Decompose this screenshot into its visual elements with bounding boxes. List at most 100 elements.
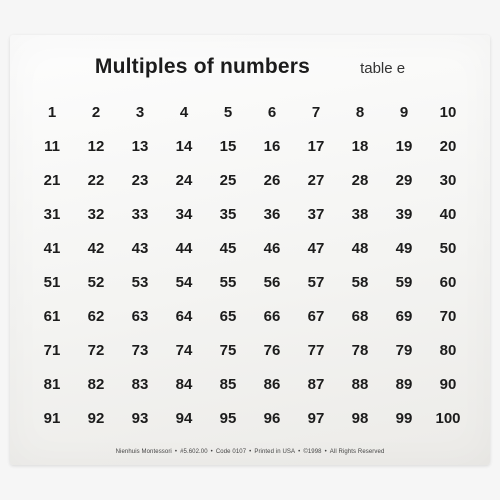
table-cell: 89 — [382, 376, 426, 393]
footer-part: ©1998 — [303, 449, 321, 455]
table-cell: 30 — [426, 172, 470, 189]
table-cell: 8 — [338, 104, 382, 121]
table-cell: 65 — [206, 308, 250, 325]
table-cell: 59 — [382, 274, 426, 291]
table-cell: 53 — [118, 274, 162, 291]
table-row: 81828384858687888990 — [30, 367, 470, 401]
table-cell: 27 — [294, 172, 338, 189]
table-cell: 38 — [338, 206, 382, 223]
table-row: 919293949596979899100 — [30, 401, 470, 435]
table-cell: 2 — [74, 104, 118, 121]
table-cell: 39 — [382, 206, 426, 223]
table-cell: 20 — [426, 138, 470, 155]
table-cell: 52 — [74, 274, 118, 291]
table-row: 31323334353637383940 — [30, 197, 470, 231]
table-cell: 1 — [30, 104, 74, 121]
table-cell: 35 — [206, 206, 250, 223]
footer-text: Nienhuis Montessori•#5.602.00•Code 0107•… — [30, 449, 470, 455]
table-cell: 82 — [74, 376, 118, 393]
table-cell: 91 — [30, 410, 74, 427]
table-cell: 10 — [426, 104, 470, 121]
footer-separator: • — [249, 449, 251, 455]
table-cell: 15 — [206, 138, 250, 155]
table-cell: 83 — [118, 376, 162, 393]
table-cell: 45 — [206, 240, 250, 257]
table-cell: 85 — [206, 376, 250, 393]
table-row: 51525354555657585960 — [30, 265, 470, 299]
table-cell: 80 — [426, 342, 470, 359]
footer-part: Nienhuis Montessori — [116, 449, 172, 455]
header: Multiples of numbers table e — [30, 55, 470, 79]
table-cell: 72 — [74, 342, 118, 359]
number-grid: 1234567891011121314151617181920212223242… — [30, 95, 470, 443]
page-title: Multiples of numbers — [95, 55, 310, 79]
table-cell: 4 — [162, 104, 206, 121]
table-cell: 41 — [30, 240, 74, 257]
table-cell: 57 — [294, 274, 338, 291]
table-cell: 99 — [382, 410, 426, 427]
table-cell: 31 — [30, 206, 74, 223]
table-cell: 98 — [338, 410, 382, 427]
table-cell: 79 — [382, 342, 426, 359]
table-cell: 40 — [426, 206, 470, 223]
table-cell: 19 — [382, 138, 426, 155]
table-cell: 47 — [294, 240, 338, 257]
table-row: 12345678910 — [30, 95, 470, 129]
table-cell: 7 — [294, 104, 338, 121]
table-cell: 94 — [162, 410, 206, 427]
table-row: 11121314151617181920 — [30, 129, 470, 163]
table-cell: 73 — [118, 342, 162, 359]
table-cell: 33 — [118, 206, 162, 223]
table-cell: 48 — [338, 240, 382, 257]
footer-part: Code 0107 — [216, 449, 246, 455]
table-row: 71727374757677787980 — [30, 333, 470, 367]
footer-separator: • — [211, 449, 213, 455]
table-cell: 77 — [294, 342, 338, 359]
table-cell: 26 — [250, 172, 294, 189]
footer-separator: • — [298, 449, 300, 455]
table-cell: 86 — [250, 376, 294, 393]
table-cell: 69 — [382, 308, 426, 325]
table-cell: 66 — [250, 308, 294, 325]
footer-separator: • — [175, 449, 177, 455]
table-cell: 100 — [426, 410, 470, 427]
table-cell: 55 — [206, 274, 250, 291]
table-cell: 71 — [30, 342, 74, 359]
table-cell: 44 — [162, 240, 206, 257]
table-cell: 88 — [338, 376, 382, 393]
table-cell: 24 — [162, 172, 206, 189]
footer-part: All Rights Reserved — [330, 449, 385, 455]
table-cell: 96 — [250, 410, 294, 427]
table-cell: 67 — [294, 308, 338, 325]
table-cell: 51 — [30, 274, 74, 291]
table-cell: 43 — [118, 240, 162, 257]
table-cell: 90 — [426, 376, 470, 393]
table-cell: 12 — [74, 138, 118, 155]
table-cell: 74 — [162, 342, 206, 359]
table-cell: 3 — [118, 104, 162, 121]
table-cell: 63 — [118, 308, 162, 325]
number-table-card: Multiples of numbers table e 12345678910… — [10, 35, 490, 465]
table-cell: 92 — [74, 410, 118, 427]
table-row: 21222324252627282930 — [30, 163, 470, 197]
table-cell: 28 — [338, 172, 382, 189]
footer-part: Printed in USA — [254, 449, 295, 455]
table-cell: 75 — [206, 342, 250, 359]
table-cell: 22 — [74, 172, 118, 189]
table-cell: 37 — [294, 206, 338, 223]
table-cell: 21 — [30, 172, 74, 189]
table-cell: 13 — [118, 138, 162, 155]
table-cell: 34 — [162, 206, 206, 223]
table-cell: 32 — [74, 206, 118, 223]
table-cell: 9 — [382, 104, 426, 121]
table-cell: 78 — [338, 342, 382, 359]
table-cell: 54 — [162, 274, 206, 291]
table-cell: 62 — [74, 308, 118, 325]
table-cell: 97 — [294, 410, 338, 427]
table-cell: 61 — [30, 308, 74, 325]
table-cell: 81 — [30, 376, 74, 393]
table-cell: 25 — [206, 172, 250, 189]
table-cell: 16 — [250, 138, 294, 155]
table-cell: 87 — [294, 376, 338, 393]
table-cell: 23 — [118, 172, 162, 189]
